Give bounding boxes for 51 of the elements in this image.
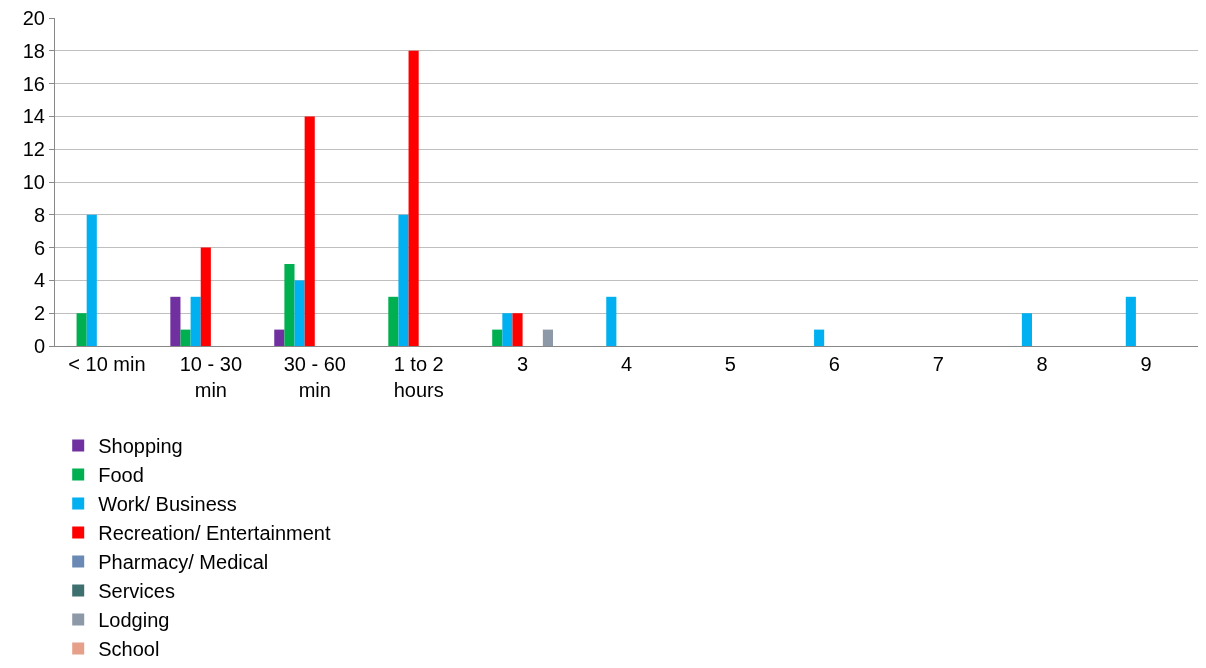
bar <box>86 214 97 346</box>
bar <box>542 329 553 346</box>
legend-label: Work/ Business <box>98 493 237 516</box>
x-tick-label: 1 to 2 hours <box>393 353 444 401</box>
bar <box>814 329 825 346</box>
bar <box>180 329 191 346</box>
bar <box>190 296 201 346</box>
bar <box>512 313 523 346</box>
x-tick-label: 3 <box>517 353 529 375</box>
y-tick-label: 16 <box>22 72 45 95</box>
legend-label: School <box>98 638 160 661</box>
legend-label: Shopping <box>98 435 183 458</box>
bar <box>492 329 503 346</box>
legend-label: Recreation/ Entertainment <box>98 522 331 545</box>
bar <box>398 214 409 346</box>
bar <box>606 296 617 346</box>
y-tick-label: 4 <box>33 269 45 292</box>
y-tick-label: 20 <box>22 7 45 29</box>
x-tick-label: 4 <box>620 353 633 375</box>
bar <box>274 329 285 346</box>
bar <box>304 116 315 346</box>
x-tick-label: 30 - 60 min <box>283 353 346 401</box>
y-tick-label: 2 <box>33 302 45 325</box>
y-tick-label: 18 <box>22 39 45 62</box>
x-tick-label: < 10 min <box>68 353 146 375</box>
x-tick-label: 8 <box>1036 353 1048 375</box>
bar <box>388 296 399 346</box>
legend-label: Pharmacy/ Medical <box>98 551 269 574</box>
bar <box>76 313 87 346</box>
x-tick-label: 9 <box>1140 353 1152 375</box>
bar <box>294 280 305 346</box>
bar <box>502 313 513 346</box>
y-tick-label: 0 <box>33 335 45 357</box>
bar <box>1125 296 1136 346</box>
bar <box>170 296 181 346</box>
legend-label: Lodging <box>98 609 170 632</box>
y-tick-label: 12 <box>22 138 45 161</box>
x-tick-label: 7 <box>932 353 944 375</box>
y-tick-label: 8 <box>33 203 45 226</box>
y-tick-label: 6 <box>33 236 45 259</box>
x-tick-label: 6 <box>828 353 840 375</box>
bar <box>1021 313 1033 346</box>
bar <box>408 50 419 346</box>
bar <box>284 264 295 346</box>
bar <box>200 247 211 346</box>
x-tick-label: 10 - 30 min <box>179 353 242 401</box>
x-tick-label: 5 <box>724 353 736 375</box>
legend-label: Services <box>98 580 175 603</box>
legend-label: Food <box>98 464 144 487</box>
y-tick-label: 10 <box>22 171 45 193</box>
y-tick-label: 14 <box>22 105 45 128</box>
